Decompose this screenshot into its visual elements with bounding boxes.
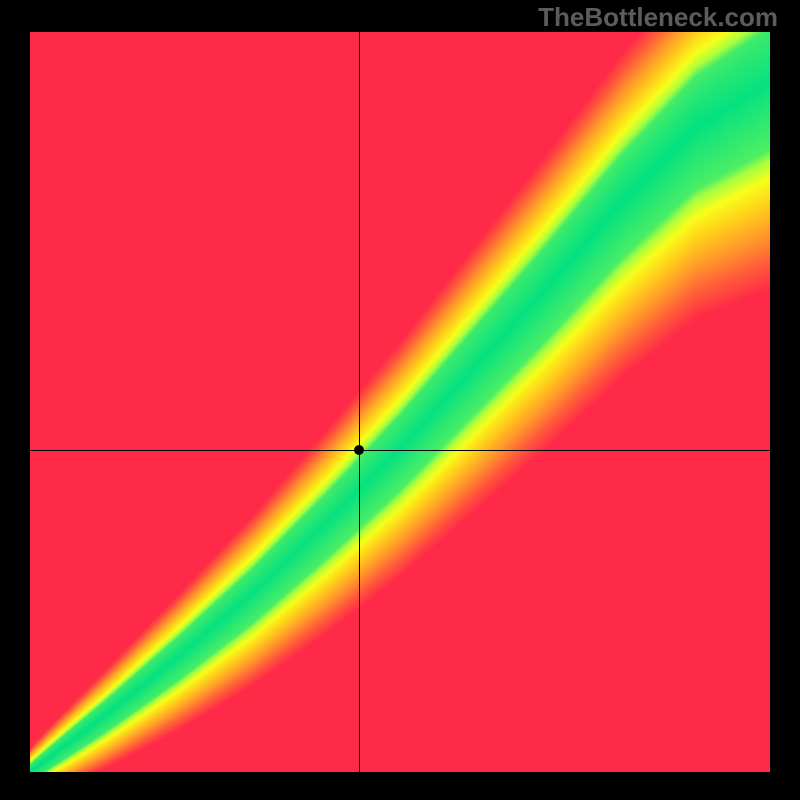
crosshair-horizontal xyxy=(30,450,770,451)
heatmap-canvas xyxy=(30,32,770,772)
chart-frame: TheBottleneck.com xyxy=(0,0,800,800)
plot-area xyxy=(30,32,770,772)
watermark-text: TheBottleneck.com xyxy=(538,2,778,33)
crosshair-marker xyxy=(354,445,364,455)
crosshair-vertical xyxy=(359,32,360,772)
